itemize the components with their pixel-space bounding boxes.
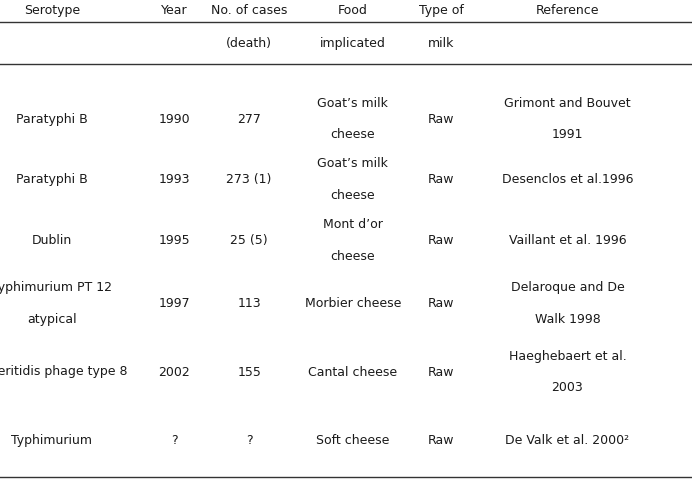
Text: 1990: 1990 — [158, 113, 190, 125]
Text: ?: ? — [171, 434, 178, 447]
Text: Mont d’or: Mont d’or — [323, 218, 383, 231]
Text: Walk 1998: Walk 1998 — [534, 313, 601, 326]
Text: 25 (5): 25 (5) — [230, 234, 268, 247]
Text: 155: 155 — [237, 366, 261, 378]
Text: Delaroque and De: Delaroque and De — [511, 281, 624, 294]
Text: Morbier cheese: Morbier cheese — [304, 297, 401, 310]
Text: Raw: Raw — [428, 366, 455, 378]
Text: cheese: cheese — [331, 128, 375, 141]
Text: 2002: 2002 — [158, 366, 190, 378]
Text: Soft cheese: Soft cheese — [316, 434, 390, 447]
Text: Vaillant et al. 1996: Vaillant et al. 1996 — [509, 234, 626, 247]
Text: 1995: 1995 — [158, 234, 190, 247]
Text: 273 (1): 273 (1) — [226, 173, 272, 186]
Text: 113: 113 — [237, 297, 261, 310]
Text: Paratyphi B: Paratyphi B — [16, 173, 88, 186]
Text: Haeghebaert et al.: Haeghebaert et al. — [509, 350, 626, 363]
Text: Food: Food — [338, 4, 368, 17]
Text: Paratyphi B: Paratyphi B — [16, 113, 88, 125]
Text: 1993: 1993 — [158, 173, 190, 186]
Text: Raw: Raw — [428, 297, 455, 310]
Text: Cantal cheese: Cantal cheese — [309, 366, 397, 378]
Text: Enteritidis phage type 8: Enteritidis phage type 8 — [0, 366, 127, 378]
Text: 1997: 1997 — [158, 297, 190, 310]
Text: (death): (death) — [226, 37, 272, 50]
Text: De Valk et al. 2000²: De Valk et al. 2000² — [505, 434, 630, 447]
Text: Year: Year — [161, 4, 188, 17]
Text: 1991: 1991 — [552, 128, 583, 141]
Text: Grimont and Bouvet: Grimont and Bouvet — [504, 97, 630, 110]
Text: Goat’s milk: Goat’s milk — [318, 97, 388, 110]
Text: Desenclos et al.1996: Desenclos et al.1996 — [502, 173, 633, 186]
Text: Reference: Reference — [536, 4, 599, 17]
Text: Typhimurium: Typhimurium — [11, 434, 93, 447]
Text: cheese: cheese — [331, 250, 375, 263]
Text: Dublin: Dublin — [32, 234, 72, 247]
Text: Serotype: Serotype — [24, 4, 80, 17]
Text: Raw: Raw — [428, 234, 455, 247]
Text: Typhimurium PT 12: Typhimurium PT 12 — [0, 281, 112, 294]
Text: Type of: Type of — [419, 4, 464, 17]
Text: implicated: implicated — [320, 37, 386, 50]
Text: Raw: Raw — [428, 173, 455, 186]
Text: Goat’s milk: Goat’s milk — [318, 157, 388, 170]
Text: 2003: 2003 — [552, 381, 583, 394]
Text: 277: 277 — [237, 113, 261, 125]
Text: Raw: Raw — [428, 113, 455, 125]
Text: milk: milk — [428, 37, 455, 50]
Text: Raw: Raw — [428, 434, 455, 447]
Text: atypical: atypical — [27, 313, 77, 326]
Text: cheese: cheese — [331, 189, 375, 202]
Text: ?: ? — [246, 434, 253, 447]
Text: No. of cases: No. of cases — [211, 4, 287, 17]
